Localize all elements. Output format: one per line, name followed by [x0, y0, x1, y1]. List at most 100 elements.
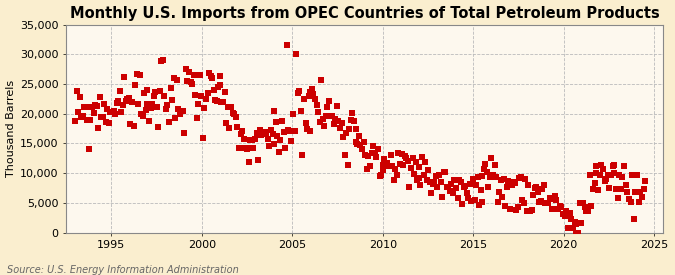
Point — [232, 125, 243, 129]
Point — [387, 164, 398, 169]
Point — [388, 178, 399, 182]
Point — [200, 97, 211, 101]
Point — [130, 83, 140, 87]
Point — [265, 128, 276, 132]
Point — [297, 153, 308, 158]
Point — [537, 187, 547, 191]
Point — [620, 182, 631, 187]
Point — [477, 200, 487, 204]
Point — [579, 205, 590, 210]
Point — [252, 158, 263, 162]
Point — [463, 196, 474, 200]
Point — [376, 172, 387, 177]
Point — [589, 180, 600, 185]
Point — [401, 156, 412, 160]
Point — [558, 212, 568, 216]
Point — [549, 194, 560, 198]
Point — [79, 104, 90, 109]
Point — [122, 97, 133, 101]
Point — [491, 175, 502, 180]
Point — [102, 107, 113, 111]
Point — [633, 200, 644, 204]
Point — [245, 138, 256, 142]
Point — [217, 100, 228, 104]
Point — [273, 150, 284, 155]
Point — [99, 102, 110, 106]
Point — [585, 173, 595, 177]
Point — [546, 207, 557, 211]
Point — [421, 178, 432, 182]
Point — [205, 74, 216, 78]
Point — [180, 67, 191, 71]
Point — [511, 208, 522, 212]
Point — [216, 100, 227, 104]
Point — [524, 209, 535, 213]
Point — [481, 170, 492, 174]
Point — [560, 214, 570, 218]
Point — [614, 172, 624, 177]
Point — [369, 150, 380, 155]
Point — [305, 129, 316, 133]
Point — [305, 90, 316, 95]
Point — [284, 129, 295, 133]
Point — [602, 173, 613, 177]
Point — [418, 173, 429, 177]
Point — [377, 163, 388, 168]
Point — [635, 190, 646, 194]
Point — [492, 200, 503, 205]
Point — [554, 204, 565, 208]
Point — [341, 131, 352, 136]
Point — [213, 84, 223, 89]
Point — [410, 160, 421, 164]
Point — [270, 119, 281, 124]
Point — [288, 112, 298, 116]
Point — [452, 196, 463, 200]
Point — [101, 120, 111, 124]
Point — [489, 163, 500, 168]
Point — [591, 164, 601, 168]
Point — [474, 203, 485, 207]
Point — [395, 162, 406, 167]
Point — [487, 172, 498, 177]
Point — [640, 179, 651, 183]
Point — [128, 123, 139, 128]
Point — [506, 183, 517, 187]
Point — [242, 147, 252, 152]
Point — [224, 126, 235, 130]
Point — [396, 152, 407, 156]
Point — [435, 179, 446, 184]
Point — [545, 196, 556, 200]
Point — [497, 194, 508, 199]
Point — [225, 105, 236, 109]
Point — [330, 117, 341, 121]
Point — [583, 208, 593, 213]
Point — [165, 86, 176, 90]
Point — [533, 190, 543, 194]
Point — [587, 187, 598, 191]
Point — [612, 195, 623, 200]
Point — [441, 185, 452, 189]
Point — [210, 97, 221, 102]
Point — [414, 165, 425, 169]
Point — [616, 186, 626, 191]
Point — [508, 180, 518, 185]
Point — [494, 190, 505, 194]
Point — [322, 105, 333, 109]
Point — [321, 114, 331, 118]
Point — [277, 118, 288, 123]
Point — [571, 230, 582, 235]
Point — [479, 166, 489, 171]
Point — [526, 208, 537, 212]
Point — [196, 94, 207, 98]
Point — [199, 106, 210, 111]
Point — [406, 166, 416, 170]
Point — [234, 146, 244, 151]
Point — [168, 76, 179, 80]
Point — [541, 200, 552, 205]
Point — [292, 91, 303, 95]
Point — [371, 155, 382, 160]
Point — [161, 107, 171, 112]
Point — [316, 77, 327, 82]
Point — [264, 144, 275, 148]
Point — [540, 201, 551, 205]
